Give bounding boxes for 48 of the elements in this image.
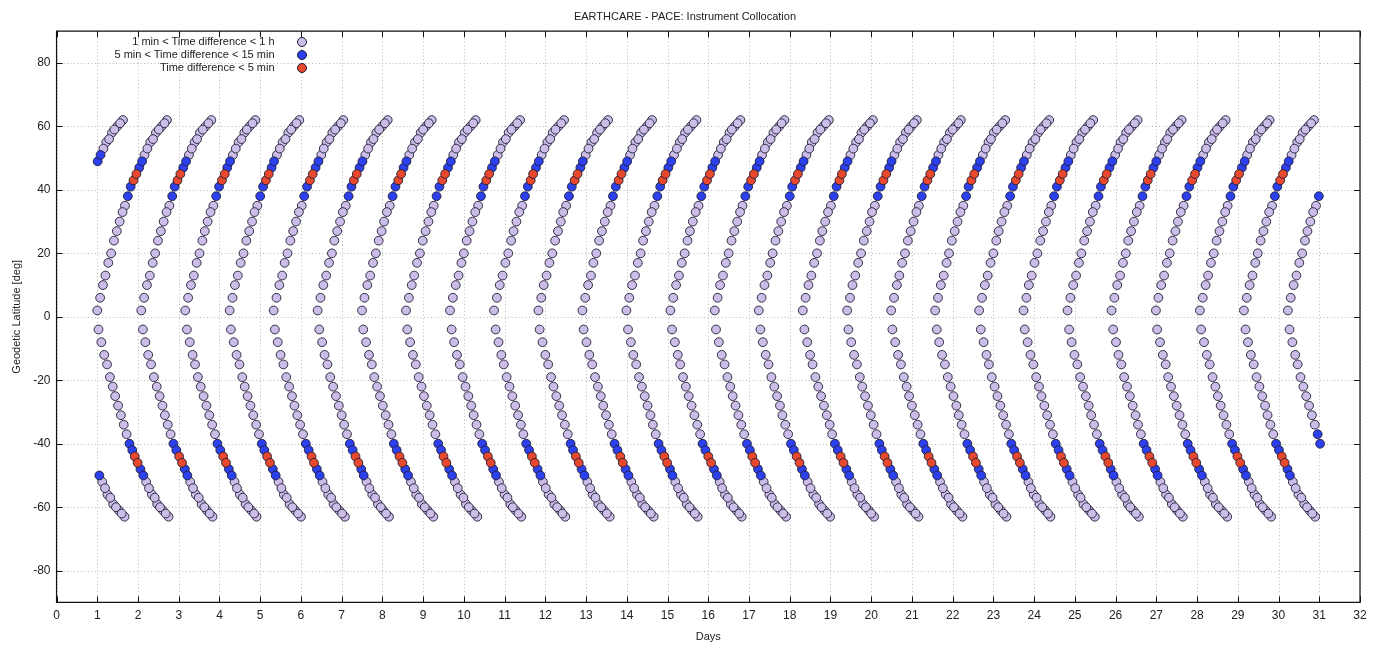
legend-label: 1 min < Time difference < 1 h (132, 35, 275, 49)
legend-label: Time difference < 5 min (159, 61, 275, 75)
x-tick-label: 14 (620, 607, 634, 622)
x-tick-label: 11 (498, 607, 512, 622)
x-tick-label: 24 (1027, 607, 1042, 622)
y-tick-label: 80 (37, 55, 51, 70)
x-tick-label: 12 (538, 607, 553, 622)
x-tick-label: 20 (864, 607, 879, 622)
y-tick-label: -40 (33, 436, 51, 451)
x-tick-label: 6 (297, 607, 305, 622)
x-tick-label: 15 (660, 607, 675, 622)
x-tick-label: 13 (579, 607, 594, 622)
y-axis-title: Geodetic Latitude [deg] (9, 259, 22, 374)
x-tick-label: 7 (338, 607, 346, 622)
x-tick-label: 9 (419, 607, 427, 622)
y-tick-label: 20 (37, 245, 51, 260)
x-tick-label: 23 (986, 607, 1001, 622)
x-tick-label: 21 (905, 607, 919, 622)
y-tick-label: -20 (33, 372, 51, 387)
x-tick-label: 29 (1231, 607, 1245, 622)
x-tick-label: 1 (93, 607, 101, 622)
x-tick-label: 30 (1271, 607, 1286, 622)
y-tick-label: 60 (37, 118, 51, 133)
x-tick-label: 3 (175, 607, 183, 622)
x-tick-label: 10 (457, 607, 471, 622)
x-tick-label: 26 (1108, 607, 1123, 622)
x-tick-label: 22 (945, 607, 960, 622)
x-tick-label: 18 (783, 607, 797, 622)
x-tick-label: 0 (53, 607, 61, 622)
x-tick-label: 8 (379, 607, 387, 622)
x-tick-label: 5 (256, 607, 264, 622)
x-tick-label: 19 (823, 607, 838, 622)
chart-title: EARTHCARE - PACE: Instrument Collocation (573, 9, 797, 22)
x-tick-label: 27 (1149, 607, 1164, 622)
x-tick-label: 2 (134, 607, 142, 622)
x-tick-label: 31 (1312, 607, 1327, 622)
x-axis-title: Days (695, 630, 722, 643)
x-tick-label: 28 (1190, 607, 1205, 622)
y-tick-label: -80 (33, 562, 51, 577)
y-tick-label: -60 (33, 499, 51, 514)
x-tick-label: 16 (701, 607, 716, 622)
x-tick-label: 32 (1353, 607, 1367, 622)
legend-label: 5 min < Time difference < 15 min (114, 48, 275, 62)
y-tick-label: 0 (43, 309, 51, 324)
x-tick-label: 4 (216, 607, 224, 622)
y-tick-label: 40 (37, 182, 51, 197)
x-tick-label: 17 (742, 607, 756, 622)
x-tick-label: 25 (1068, 607, 1082, 622)
